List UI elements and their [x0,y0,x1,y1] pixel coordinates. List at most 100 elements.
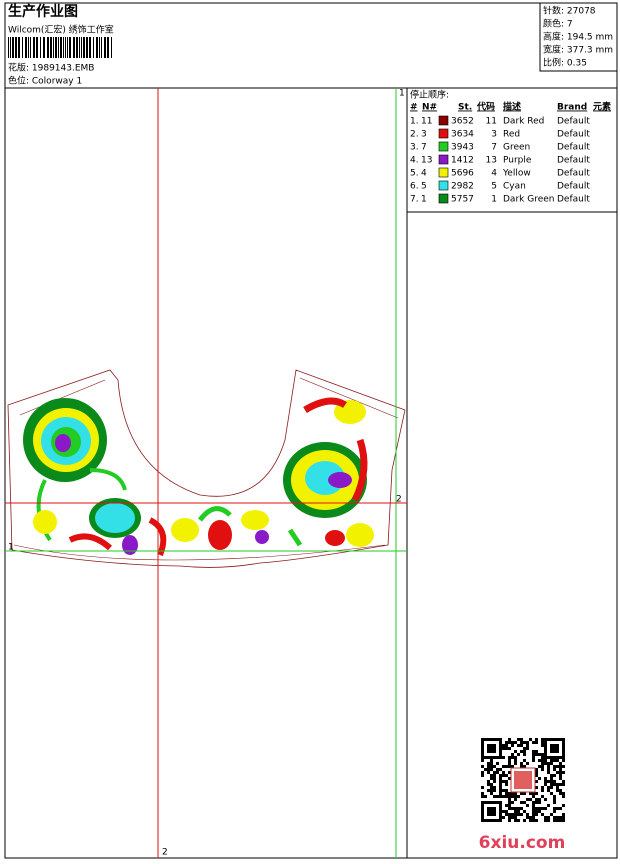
qr-module [520,738,523,741]
qr-module [559,777,562,780]
info-line: 比例: 0.35 [543,57,587,69]
qr-module [556,786,559,789]
qr-module [481,816,484,819]
qr-module [490,768,493,771]
qr-module [493,747,496,750]
qr-module [556,759,559,762]
qr-module [490,810,493,813]
qr-module [559,771,562,774]
qr-module [487,750,490,753]
qr-module [541,762,544,765]
qr-module [487,810,490,813]
qr-module [505,813,508,816]
qr-module [547,816,550,819]
qr-module [556,738,559,741]
qr-module [526,744,529,747]
qr-module [523,753,526,756]
qr-module [490,747,493,750]
qr-module [538,777,541,780]
row-index: 1. [410,117,419,127]
qr-module [553,783,556,786]
qr-module [562,813,565,816]
info-line: 宽度: 377.3 mm [543,44,613,56]
qr-module [550,774,553,777]
qr-module [514,759,517,762]
qr-module [562,759,565,762]
qr-module [550,786,553,789]
qr-module [484,819,487,822]
qr-module [505,780,508,783]
qr-module [520,801,523,804]
row-index: 7. [410,195,419,205]
qr-module [487,789,490,792]
row-desc: Dark Red [503,117,544,127]
qr-module [505,744,508,747]
qr-module [550,747,553,750]
qr-module [532,741,535,744]
qr-module [517,807,520,810]
bar-stripe [43,37,45,58]
qr-module [556,807,559,810]
qr-module [493,810,496,813]
qr-module [481,807,484,810]
qr-module [511,807,514,810]
qr-module [562,738,565,741]
row-brand: Default [557,195,590,205]
qr-module [535,741,538,744]
qr-module [541,753,544,756]
qr-module [493,771,496,774]
qr-module [481,813,484,816]
qr-module [493,780,496,783]
qr-module [493,750,496,753]
row-index: 4. [410,156,419,166]
row-needle: 4 [421,169,427,179]
qr-module [541,768,544,771]
color-swatch [438,193,449,204]
row-index: 5. [410,169,419,179]
bar-stripe [89,37,91,58]
qr-module [514,807,517,810]
design: 花版: 1989143.EMB [8,62,94,74]
qr-module [526,747,529,750]
qr-module [487,762,490,765]
row-num: 7 [491,143,497,153]
column-header: # [410,103,418,113]
qr-module [511,753,514,756]
qr-module [547,819,550,822]
qr-module [535,780,538,783]
bar-stripe [79,37,80,58]
qr-module [526,798,529,801]
qr-module [490,783,493,786]
barcode [8,37,112,58]
qr-module [502,756,505,759]
qr-module [547,765,550,768]
row-num: 11 [486,117,497,127]
qr-module [556,783,559,786]
bar-stripe [73,37,75,58]
qr-module [502,774,505,777]
qr-module [508,762,511,765]
bar-stripe [40,37,41,58]
qr-module [526,816,529,819]
qr-module [553,780,556,783]
qr-module [487,768,490,771]
qr-module [481,792,484,795]
bar-stripe [67,37,68,58]
row-needle: 7 [421,143,427,153]
qr-module [514,756,517,759]
qr-module [511,792,514,795]
qr-module [544,777,547,780]
qr-module [481,756,484,759]
bar-stripe [25,37,27,58]
row-needle: 3 [421,130,427,140]
qr-module [553,759,556,762]
qr-module [523,801,526,804]
qr-module [511,813,514,816]
qr-module [547,804,550,807]
qr-module [526,813,529,816]
qr-module [559,816,562,819]
row-code: 3634 [451,130,474,140]
qr-module [481,795,484,798]
qr-module [517,753,520,756]
qr-module [529,816,532,819]
